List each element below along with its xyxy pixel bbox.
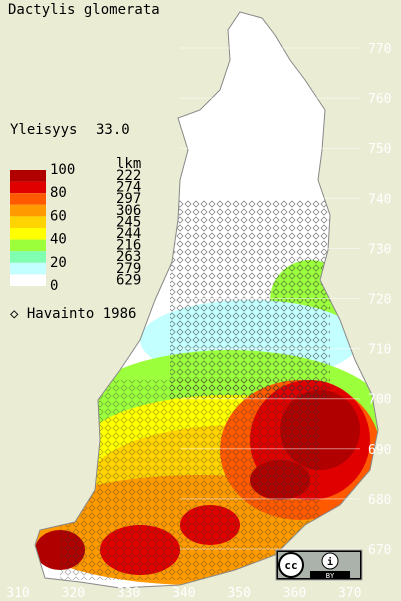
y-label: 760	[368, 92, 391, 107]
legend-swatch	[10, 170, 46, 182]
legend-count: 279	[116, 261, 141, 277]
legend-count: 297	[116, 191, 141, 207]
legend-scale-label: 20	[50, 255, 67, 271]
legend-count: 306	[116, 203, 141, 219]
legend-swatch	[10, 204, 46, 217]
observation-text: Havainto 1986	[27, 306, 137, 322]
legend-swatch	[10, 216, 46, 228]
legend-count: 629	[116, 272, 141, 288]
legend-swatch	[10, 228, 46, 240]
legend-header: lkm	[116, 156, 141, 172]
legend-scale-label: 60	[50, 208, 67, 224]
legend-count: 263	[116, 249, 141, 265]
y-label: 680	[368, 493, 391, 508]
y-label: 730	[368, 242, 391, 257]
frequency-value: 33.0	[96, 122, 130, 138]
legend-count: 245	[116, 214, 141, 230]
title: Dactylis glomerata	[8, 2, 160, 18]
legend-count: 274	[116, 180, 141, 196]
legend-count: 216	[116, 238, 141, 254]
x-label: 330	[117, 586, 140, 601]
license-badge: cc i BY	[275, 549, 363, 581]
legend-swatch	[10, 274, 46, 286]
svg-text:i: i	[327, 556, 333, 568]
frequency-label: Yleisyys	[10, 122, 77, 138]
legend-scale-label: 100	[50, 162, 75, 178]
legend-swatch	[10, 193, 46, 205]
observation-label: ◇ Havainto 1986	[10, 306, 136, 322]
legend-scale-label: 0	[50, 278, 58, 294]
x-label: 320	[62, 586, 85, 601]
y-label: 700	[368, 393, 391, 408]
legend-swatch	[10, 262, 46, 275]
y-label: 710	[368, 343, 391, 358]
legend-swatch	[10, 181, 46, 194]
y-label: 720	[368, 293, 391, 308]
legend-count: 222	[116, 168, 141, 184]
y-label: 770	[368, 42, 391, 57]
y-label: 670	[368, 543, 391, 558]
legend-count: 244	[116, 226, 141, 242]
legend-scale-label: 80	[50, 185, 67, 201]
legend-swatch	[10, 251, 46, 263]
map-axes: 770 760 750 740 730 720 710 700 690 680 670 310 320 3…	[6, 42, 391, 601]
legend-scale-label: 40	[50, 232, 67, 248]
x-label: 360	[283, 586, 306, 601]
x-label: 310	[6, 586, 29, 601]
license-label: BY	[326, 572, 335, 580]
svg-text:cc: cc	[284, 559, 297, 572]
y-label: 740	[368, 192, 391, 207]
y-label: 690	[368, 443, 391, 458]
x-label: 370	[338, 586, 361, 601]
y-label: 750	[368, 142, 391, 157]
legend-swatch	[10, 239, 46, 252]
x-label: 350	[227, 586, 250, 601]
x-label: 340	[172, 586, 195, 601]
